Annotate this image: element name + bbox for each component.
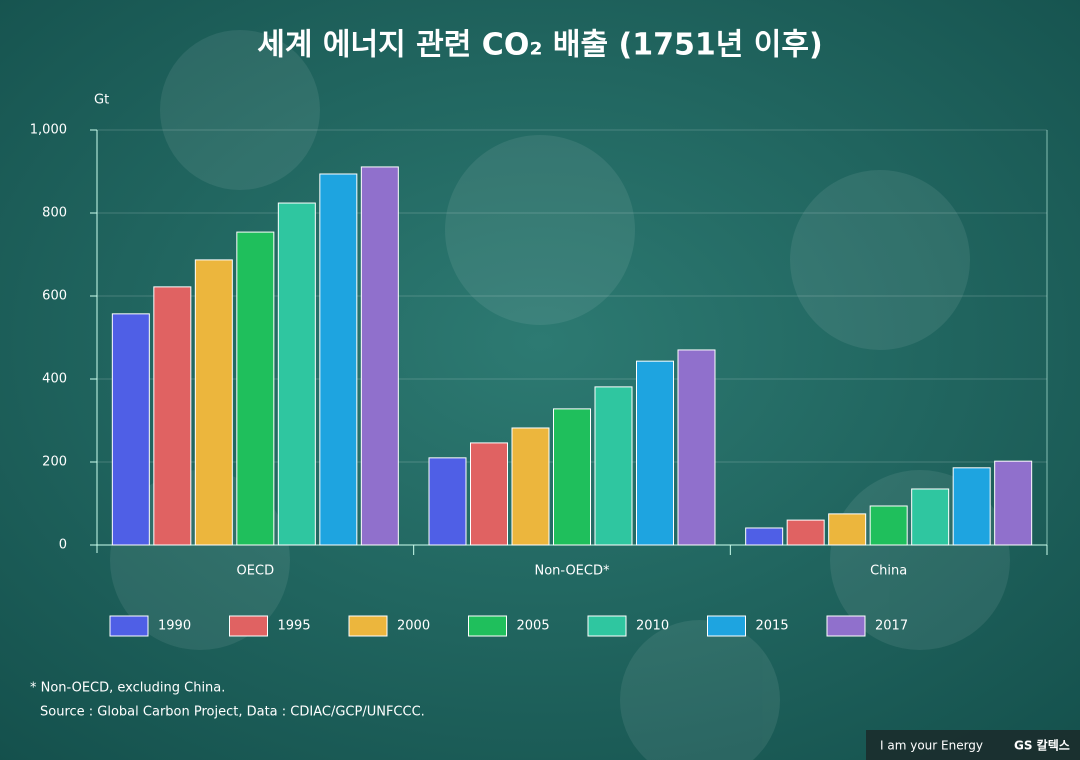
brand-box <box>866 730 1080 760</box>
legend-swatch <box>229 615 268 637</box>
y-tick-label: 600 <box>42 289 67 304</box>
bar <box>636 360 674 546</box>
bar <box>428 457 467 546</box>
bar <box>153 286 192 546</box>
legend-label: 2005 <box>517 619 550 634</box>
y-tick-label: 800 <box>42 206 67 221</box>
bar <box>236 231 275 546</box>
bar <box>111 313 150 546</box>
chart-title: 세계 에너지 관련 CO₂ 배출 (1751년 이후) <box>257 28 822 63</box>
legend-swatch <box>587 615 627 637</box>
x-tick-label: China <box>870 564 907 579</box>
legend-swatch <box>826 615 866 637</box>
legend-swatch <box>348 615 388 637</box>
legend-label: 1990 <box>158 619 191 634</box>
legend-label: 2017 <box>875 619 908 634</box>
bar <box>869 505 908 546</box>
legend-label: 2015 <box>756 619 789 634</box>
brand-slogan: I am your Energy <box>880 739 983 753</box>
bar <box>994 460 1033 546</box>
bar <box>911 488 950 546</box>
bar <box>277 202 316 546</box>
bar <box>553 408 591 546</box>
x-tick-label: OECD <box>237 564 275 579</box>
legend-label: 2010 <box>636 619 669 634</box>
y-axis-unit: Gt <box>94 93 109 108</box>
y-tick-label: 400 <box>42 372 67 387</box>
legend-label: 1995 <box>278 619 311 634</box>
bar <box>360 166 399 546</box>
brand-logo: GS 칼텍스 <box>1014 738 1070 753</box>
legend-swatch <box>468 615 507 637</box>
bar <box>470 442 508 546</box>
legend-label: 2000 <box>397 619 430 634</box>
y-tick-label: 1,000 <box>30 123 67 138</box>
x-tick-label: Non-OECD* <box>534 564 610 579</box>
bar <box>786 519 825 546</box>
bar <box>677 349 716 546</box>
bar <box>511 427 550 546</box>
y-tick-label: 0 <box>59 538 67 553</box>
bar <box>194 259 233 546</box>
bar <box>828 513 867 546</box>
footnote: Source : Global Carbon Project, Data : C… <box>40 705 425 720</box>
legend-swatch <box>109 615 149 637</box>
bar <box>319 173 358 546</box>
legend-swatch <box>707 615 746 637</box>
y-tick-label: 200 <box>42 455 67 470</box>
footnote: * Non-OECD, excluding China. <box>30 681 225 696</box>
bar <box>594 386 633 546</box>
bar <box>952 467 991 546</box>
bar <box>745 527 784 546</box>
